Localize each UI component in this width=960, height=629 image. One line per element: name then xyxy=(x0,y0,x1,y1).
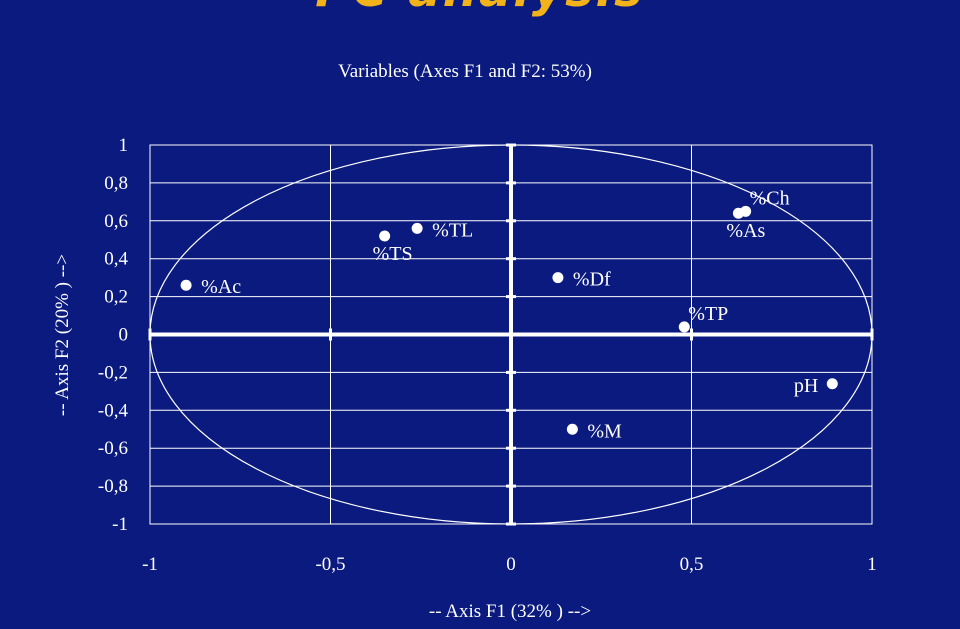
data-point-label: %As xyxy=(726,220,765,242)
y-tick-label: 0,8 xyxy=(104,173,128,194)
y-tick-label: 0 xyxy=(119,325,129,346)
y-tick-label: -0,8 xyxy=(98,476,128,497)
data-point xyxy=(180,279,192,291)
data-point xyxy=(740,205,752,217)
data-point xyxy=(552,272,564,284)
y-axis-label: -- Axis F2 (20% ) --> xyxy=(52,254,73,416)
data-point-label: %TP xyxy=(688,303,728,325)
x-tick-label: 1 xyxy=(867,554,877,575)
data-point-label: %Ac xyxy=(201,276,241,298)
y-tick-label: -1 xyxy=(112,514,128,535)
x-axis-label: -- Axis F1 (32% ) --> xyxy=(429,601,591,622)
x-tick-label: 0,5 xyxy=(680,554,704,575)
y-tick-label: 0,6 xyxy=(104,211,128,232)
x-tick-label: 0 xyxy=(506,554,516,575)
chart-title: Variables (Axes F1 and F2: 53%) xyxy=(338,61,592,82)
x-tick-label: -0,5 xyxy=(315,554,345,575)
data-point xyxy=(411,222,423,234)
y-tick-label: -0,4 xyxy=(98,400,129,421)
data-point xyxy=(826,378,838,390)
data-point-label: pH xyxy=(794,375,818,397)
y-tick-label: 0,2 xyxy=(104,287,128,308)
y-tick-label: -0,2 xyxy=(98,362,128,383)
data-point-label: %TS xyxy=(373,243,413,265)
data-point xyxy=(379,230,391,242)
data-point-label: %TL xyxy=(432,219,473,241)
data-point xyxy=(678,321,690,333)
data-point-label: %M xyxy=(587,420,622,442)
slide-heading: PC analysis xyxy=(0,0,960,18)
data-points: %Ac %TS %TL %Df %As %Ch %TP pH %M xyxy=(180,187,838,442)
data-point-label: %Ch xyxy=(750,187,790,209)
data-point-label: %Df xyxy=(573,269,611,291)
axes xyxy=(148,143,874,526)
y-tick-label: -0,6 xyxy=(98,438,128,459)
y-tick-label: 1 xyxy=(119,135,129,156)
data-point xyxy=(566,423,578,435)
x-tick-label: -1 xyxy=(142,554,158,575)
y-tick-label: 0,4 xyxy=(104,249,128,270)
tick-labels: 1 0,8 0,6 0,4 0,2 0 -0,2 -0,4 -0,6 -0,8 -1 -1 -0,5 0 0… xyxy=(98,135,877,575)
